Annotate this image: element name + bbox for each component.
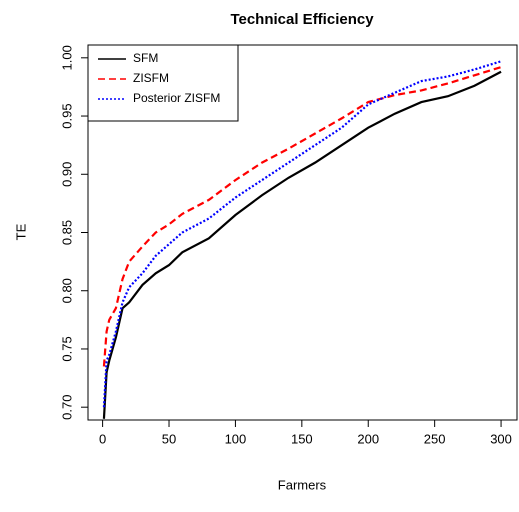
x-tick-label: 150 xyxy=(291,431,313,446)
y-tick-label: 0.90 xyxy=(59,162,74,187)
x-tick-label: 0 xyxy=(99,431,106,446)
x-axis-label: Farmers xyxy=(278,477,327,492)
y-tick-label: 0.95 xyxy=(59,103,74,128)
legend-label: Posterior ZISFM xyxy=(133,91,220,105)
chart-title: Technical Efficiency xyxy=(230,11,374,28)
legend-label: ZISFM xyxy=(133,71,169,85)
y-tick-label: 0.80 xyxy=(59,278,74,303)
legend-label: SFM xyxy=(133,51,158,65)
y-tick-label: 0.70 xyxy=(59,395,74,420)
y-tick-label: 0.85 xyxy=(59,220,74,245)
y-tick-label: 0.75 xyxy=(59,336,74,361)
y-axis-label: TE xyxy=(13,223,28,240)
y-tick-label: 1.00 xyxy=(59,45,74,70)
legend-box xyxy=(87,44,239,122)
x-tick-label: 200 xyxy=(357,431,379,446)
x-tick-label: 250 xyxy=(424,431,446,446)
x-tick-label: 50 xyxy=(162,431,176,446)
data-line xyxy=(102,60,502,408)
data-line xyxy=(102,70,502,419)
x-tick-label: 100 xyxy=(225,431,247,446)
x-tick-label: 300 xyxy=(490,431,512,446)
